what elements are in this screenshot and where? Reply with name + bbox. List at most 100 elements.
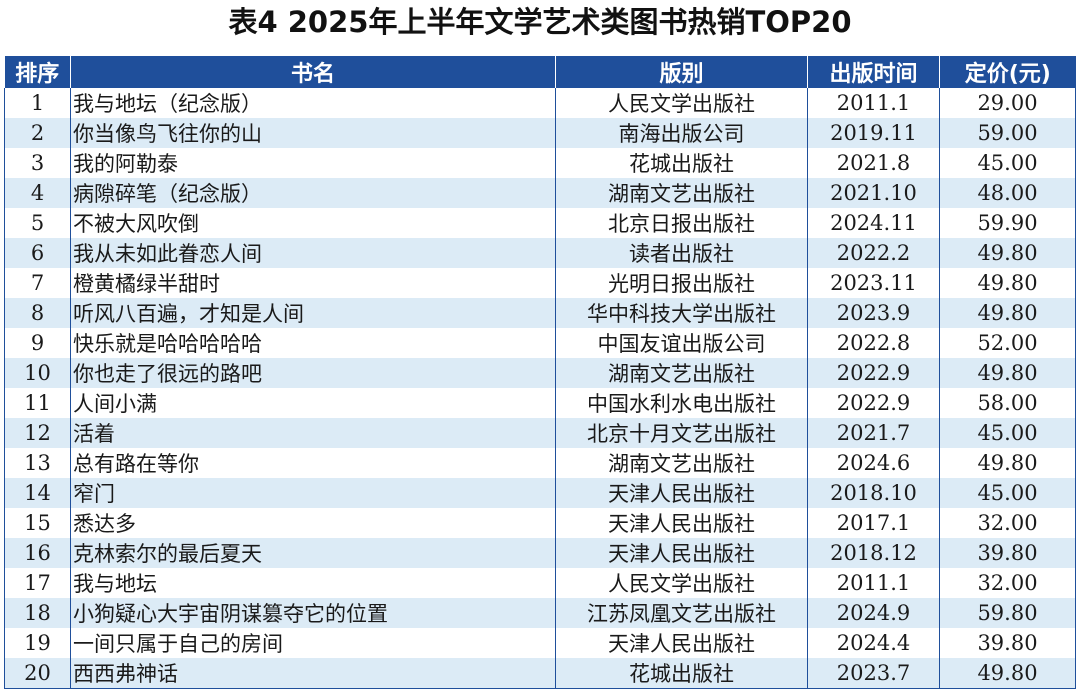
table-row: 9 快乐就是哈哈哈哈哈 中国友谊出版公司 2022.8 52.00	[4, 328, 1076, 358]
rank-cell: 20	[4, 658, 71, 689]
rank-cell: 17	[4, 568, 71, 598]
table-row: 14 窄门 天津人民出版社 2018.10 45.00	[4, 478, 1076, 508]
table-row: 8 听风八百遍，才知是人间 华中科技大学出版社 2023.9 49.80	[4, 298, 1076, 328]
column-header-title: 书名	[70, 56, 556, 88]
title-cell: 西西弗神话	[70, 658, 556, 689]
title-cell: 病隙碎笔（纪念版）	[70, 178, 556, 208]
publisher-cell: 光明日报出版社	[555, 268, 808, 298]
publisher-cell: 湖南文艺出版社	[555, 178, 808, 208]
price-cell: 58.00	[939, 388, 1076, 418]
table-row: 5 不被大风吹倒 北京日报出版社 2024.11 59.90	[4, 208, 1076, 238]
title-cell: 人间小满	[70, 388, 556, 418]
publisher-cell: 天津人民出版社	[555, 508, 808, 538]
publisher-cell: 人民文学出版社	[555, 568, 808, 598]
price-cell: 52.00	[939, 328, 1076, 358]
title-cell: 悉达多	[70, 508, 556, 538]
date-cell: 2024.4	[807, 628, 940, 658]
rank-cell: 19	[4, 628, 71, 658]
publisher-cell: 湖南文艺出版社	[555, 448, 808, 478]
price-cell: 39.80	[939, 628, 1076, 658]
rank-cell: 6	[4, 238, 71, 268]
rank-cell: 2	[4, 118, 71, 148]
date-cell: 2021.10	[807, 178, 940, 208]
rank-cell: 3	[4, 148, 71, 178]
date-cell: 2024.9	[807, 598, 940, 628]
title-cell: 我与地坛	[70, 568, 556, 598]
table-row: 4 病隙碎笔（纪念版） 湖南文艺出版社 2021.10 48.00	[4, 178, 1076, 208]
rank-cell: 1	[4, 88, 71, 118]
date-cell: 2022.9	[807, 358, 940, 388]
price-cell: 39.80	[939, 538, 1076, 568]
publisher-cell: 花城出版社	[555, 148, 808, 178]
publisher-cell: 人民文学出版社	[555, 88, 808, 118]
table-body: 1 我与地坛（纪念版） 人民文学出版社 2011.1 29.00 2 你当像鸟飞往你的山 南海…	[4, 88, 1076, 689]
price-cell: 49.80	[939, 448, 1076, 478]
price-cell: 49.80	[939, 658, 1076, 689]
date-cell: 2021.7	[807, 418, 940, 448]
title-cell: 我与地坛（纪念版）	[70, 88, 556, 118]
date-cell: 2017.1	[807, 508, 940, 538]
price-cell: 49.80	[939, 298, 1076, 328]
price-cell: 59.90	[939, 208, 1076, 238]
table-header-row: 排序 书名 版别 出版时间 定价(元)	[4, 56, 1076, 88]
table-row: 11 人间小满 中国水利水电出版社 2022.9 58.00	[4, 388, 1076, 418]
date-cell: 2021.8	[807, 148, 940, 178]
table-row: 18 小狗疑心大宇宙阴谋篡夺它的位置 江苏凤凰文艺出版社 2024.9 59.80	[4, 598, 1076, 628]
date-cell: 2011.1	[807, 88, 940, 118]
table-row: 6 我从未如此眷恋人间 读者出版社 2022.2 49.80	[4, 238, 1076, 268]
date-cell: 2023.9	[807, 298, 940, 328]
title-cell: 橙黄橘绿半甜时	[70, 268, 556, 298]
rank-cell: 12	[4, 418, 71, 448]
publisher-cell: 天津人民出版社	[555, 478, 808, 508]
title-cell: 快乐就是哈哈哈哈哈	[70, 328, 556, 358]
table-row: 7 橙黄橘绿半甜时 光明日报出版社 2023.11 49.80	[4, 268, 1076, 298]
price-cell: 32.00	[939, 568, 1076, 598]
rank-cell: 8	[4, 298, 71, 328]
table-row: 20 西西弗神话 花城出版社 2023.7 49.80	[4, 658, 1076, 689]
rank-cell: 14	[4, 478, 71, 508]
rank-cell: 16	[4, 538, 71, 568]
date-cell: 2024.6	[807, 448, 940, 478]
price-cell: 49.80	[939, 358, 1076, 388]
publisher-cell: 江苏凤凰文艺出版社	[555, 598, 808, 628]
title-cell: 一间只属于自己的房间	[70, 628, 556, 658]
publisher-cell: 湖南文艺出版社	[555, 358, 808, 388]
table-title: 表4 2025年上半年文学艺术类图书热销TOP20	[228, 5, 852, 39]
table-row: 15 悉达多 天津人民出版社 2017.1 32.00	[4, 508, 1076, 538]
rank-cell: 9	[4, 328, 71, 358]
price-cell: 45.00	[939, 148, 1076, 178]
price-cell: 48.00	[939, 178, 1076, 208]
price-cell: 45.00	[939, 478, 1076, 508]
title-cell: 不被大风吹倒	[70, 208, 556, 238]
rank-cell: 10	[4, 358, 71, 388]
title-cell: 活着	[70, 418, 556, 448]
publisher-cell: 中国水利水电出版社	[555, 388, 808, 418]
publisher-cell: 花城出版社	[555, 658, 808, 689]
title-cell: 总有路在等你	[70, 448, 556, 478]
title-cell: 你也走了很远的路吧	[70, 358, 556, 388]
table-row: 12 活着 北京十月文艺出版社 2021.7 45.00	[4, 418, 1076, 448]
price-cell: 59.80	[939, 598, 1076, 628]
publisher-cell: 华中科技大学出版社	[555, 298, 808, 328]
rank-cell: 7	[4, 268, 71, 298]
rank-cell: 11	[4, 388, 71, 418]
date-cell: 2019.11	[807, 118, 940, 148]
rank-cell: 5	[4, 208, 71, 238]
title-cell: 我的阿勒泰	[70, 148, 556, 178]
title-cell: 窄门	[70, 478, 556, 508]
publisher-cell: 南海出版公司	[555, 118, 808, 148]
publisher-cell: 北京十月文艺出版社	[555, 418, 808, 448]
publisher-cell: 天津人民出版社	[555, 538, 808, 568]
title-cell: 小狗疑心大宇宙阴谋篡夺它的位置	[70, 598, 556, 628]
price-cell: 49.80	[939, 268, 1076, 298]
date-cell: 2011.1	[807, 568, 940, 598]
title-cell: 我从未如此眷恋人间	[70, 238, 556, 268]
date-cell: 2022.9	[807, 388, 940, 418]
date-cell: 2022.8	[807, 328, 940, 358]
publisher-cell: 读者出版社	[555, 238, 808, 268]
table-row: 17 我与地坛 人民文学出版社 2011.1 32.00	[4, 568, 1076, 598]
date-cell: 2023.11	[807, 268, 940, 298]
bestseller-table: 排序 书名 版别 出版时间 定价(元) 1 我与地坛（纪念版） 人民文学出版社 201…	[4, 56, 1076, 689]
price-cell: 32.00	[939, 508, 1076, 538]
date-cell: 2022.2	[807, 238, 940, 268]
